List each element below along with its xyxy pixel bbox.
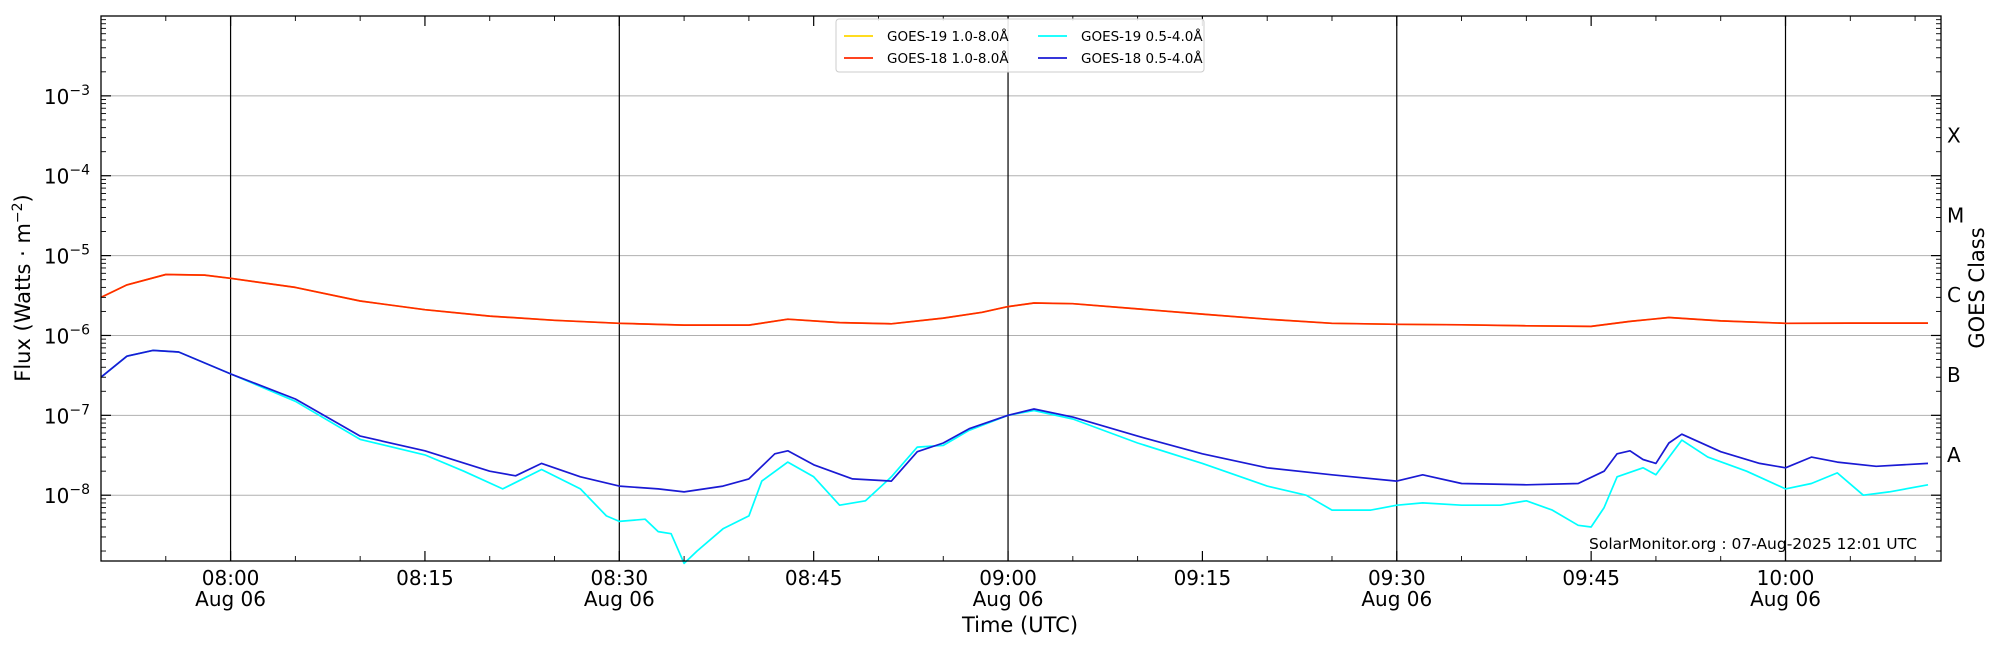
- x-tick-label: 09:00: [979, 566, 1037, 590]
- goes-class-label: X: [1947, 123, 1961, 147]
- legend-label: GOES-18 1.0-8.0Å: [887, 50, 1009, 67]
- y-tick-label: 10−8: [44, 482, 90, 508]
- x-tick-date-label: Aug 06: [1361, 587, 1432, 611]
- x-tick-label: 08:30: [590, 566, 648, 590]
- svg-text:Flux (Watts · m−2): Flux (Watts · m−2): [10, 194, 35, 382]
- goes-class-label: A: [1947, 443, 1961, 467]
- goes-class-label: M: [1947, 203, 1964, 227]
- y-tick-label: 10−4: [44, 163, 90, 189]
- y-tick-base: 10: [44, 404, 69, 428]
- y-tick-base: 10: [44, 165, 69, 189]
- x-tick-date-label: Aug 06: [1750, 587, 1821, 611]
- y-tick-exponent: −6: [69, 322, 90, 338]
- y-axis-title: Flux (Watts · m−2): [10, 194, 35, 382]
- y-axis-title-main: Flux (Watts · m: [11, 223, 35, 382]
- y-tick-exponent: −4: [69, 163, 90, 179]
- y-axis-title-exponent: −2: [10, 202, 26, 223]
- y-tick-base: 10: [44, 85, 69, 109]
- goes-class-axis-title: GOES Class: [1965, 227, 1989, 348]
- legend-label: GOES-18 0.5-4.0Å: [1081, 50, 1203, 67]
- y-tick-base: 10: [44, 324, 69, 348]
- series-line: [100, 349, 1929, 493]
- x-tick-date-label: Aug 06: [973, 587, 1044, 611]
- y-tick-label: 10−3: [44, 83, 90, 109]
- y-tick-exponent: −8: [69, 482, 90, 498]
- legend-label: GOES-19 1.0-8.0Å: [887, 28, 1009, 45]
- x-tick-date-label: Aug 06: [195, 587, 266, 611]
- y-tick-exponent: −3: [69, 83, 90, 99]
- y-tick-label: 10−5: [44, 243, 90, 269]
- y-tick-exponent: −5: [69, 243, 90, 259]
- credit-text: SolarMonitor.org : 07-Aug-2025 12:01 UTC: [1589, 535, 1917, 553]
- x-tick-label: 09:30: [1368, 566, 1426, 590]
- goes-class-label: C: [1947, 283, 1961, 307]
- x-tick-label: 09:15: [1174, 566, 1232, 590]
- plot-frame: [100, 15, 1942, 562]
- x-tick-label: 08:45: [785, 566, 843, 590]
- x-axis-title: Time (UTC): [961, 613, 1078, 637]
- x-tick-date-label: Aug 06: [584, 587, 655, 611]
- legend-box: [835, 18, 1205, 73]
- x-tick-label: 08:00: [202, 566, 260, 590]
- grid: [101, 16, 1941, 561]
- y-tick-label: 10−6: [44, 322, 90, 348]
- plot-background: [101, 16, 1941, 561]
- y-axis-title-close: ): [11, 194, 35, 202]
- series-line: [100, 273, 1928, 328]
- legend-label: GOES-19 0.5-4.0Å: [1081, 28, 1203, 45]
- y-tick-base: 10: [44, 245, 69, 269]
- x-tick-label: 09:45: [1562, 566, 1620, 590]
- y-tick-base: 10: [44, 484, 69, 508]
- x-tick-label: 08:15: [396, 566, 454, 590]
- y-tick-exponent: −7: [69, 402, 90, 418]
- x-tick-label: 10:00: [1757, 566, 1815, 590]
- goes-class-label: B: [1947, 363, 1961, 387]
- legend: GOES-19 1.0-8.0Å GOES-18 1.0-8.0Å GOES-19 …: [835, 18, 1205, 73]
- series-lines: [100, 273, 1929, 565]
- y-tick-label: 10−7: [44, 402, 90, 428]
